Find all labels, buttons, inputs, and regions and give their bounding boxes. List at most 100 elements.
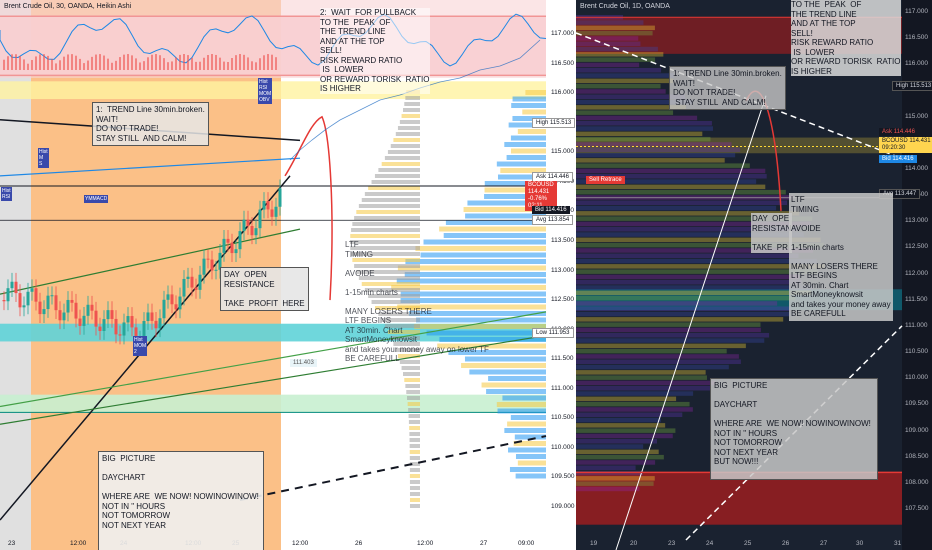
volume-profile-bar xyxy=(423,239,546,245)
daily-profile-bar xyxy=(576,189,786,195)
note-pullback-daily[interactable]: TO THE PEAK OF THE TREND LINE AND AT THE… xyxy=(791,0,901,76)
daily-profile-bar xyxy=(576,364,729,370)
price-axis-label-daily: 112.000 xyxy=(905,269,929,277)
candle-body xyxy=(86,304,90,316)
daily-profile-bar xyxy=(576,136,711,142)
daily-profile-bar xyxy=(576,386,711,391)
volume-profile-bar xyxy=(405,259,546,264)
session-profile-bar xyxy=(387,150,420,154)
volume-profile-bar xyxy=(465,213,546,219)
daily-low-zone xyxy=(576,472,902,525)
sell-retrace-tag: Sell Retrace xyxy=(586,176,625,184)
session-profile-bar xyxy=(399,360,420,364)
session-profile-bar xyxy=(364,288,420,292)
daily-profile-bar xyxy=(576,227,798,232)
daily-profile-bar xyxy=(576,423,666,428)
note-ltf[interactable]: LTF TIMING AVOIDE 1-15min charts MANY LO… xyxy=(345,240,489,363)
daily-profile-bar xyxy=(576,110,674,115)
daily-profile-bar xyxy=(576,205,777,211)
candle-body xyxy=(274,206,278,217)
session-profile-bar xyxy=(409,468,420,472)
session-profile-bar xyxy=(350,240,420,244)
daily-profile-bar xyxy=(576,174,767,179)
session-profile-bar xyxy=(397,126,420,130)
forecast-line xyxy=(289,39,541,161)
price-axis-label-daily: 109.000 xyxy=(905,426,929,434)
price-axis-label: 110.000 xyxy=(551,443,575,451)
volume-profile-bar xyxy=(469,369,546,375)
session-profile-bar xyxy=(371,180,420,184)
volume-profile-bar xyxy=(400,291,546,297)
chart-daily[interactable]: Brent Crude Oil, 1D, OANDA 117.000 116.50… xyxy=(576,0,932,550)
candle-body xyxy=(114,318,118,335)
note-big-picture-daily[interactable]: BIG PICTURE DAYCHART WHERE ARE WE NOW! N… xyxy=(710,378,878,480)
session-profile-bar xyxy=(381,162,420,166)
daily-profile-bar xyxy=(576,460,656,465)
candle-body xyxy=(54,295,58,311)
daily-profile-bar xyxy=(576,264,825,269)
price-axis-label: 116.500 xyxy=(551,59,575,67)
candle-body xyxy=(206,258,210,260)
chart-30min[interactable]: Brent Crude Oil, 30, OANDA, Heikin Ashi … xyxy=(0,0,576,550)
price-axis-label-daily: 108.000 xyxy=(905,478,929,486)
candle-body xyxy=(234,249,238,254)
volume-profile-bar xyxy=(484,194,546,199)
ma-line-3 xyxy=(0,228,301,295)
note-day-open[interactable]: DAY OPEN RESISTANCE TAKE PROFIT HERE xyxy=(220,267,309,311)
price-axis-label-daily: 110.500 xyxy=(905,348,929,356)
volume-profile-bar xyxy=(486,389,546,394)
daily-profile-bar xyxy=(576,20,644,25)
session-profile-bar xyxy=(409,432,420,436)
price-axis-label: 116.000 xyxy=(551,89,575,97)
candle-body xyxy=(278,188,282,207)
session-profile-bar xyxy=(403,108,420,112)
note-pullback[interactable]: 2: WAIT FOR PULLBACK TO THE PEAK OF THE … xyxy=(320,8,430,94)
session-profile-bar xyxy=(368,294,420,298)
candle-body xyxy=(238,231,242,250)
note-trendline[interactable]: 1: TREND Line 30min.broken. WAIT! DO NOT… xyxy=(92,102,209,146)
daily-profile-bar xyxy=(576,322,761,327)
volume-profile-bar xyxy=(391,285,546,290)
volume-profile-bar xyxy=(400,298,546,303)
candle-body xyxy=(242,219,246,232)
time-axis-label-daily: 25 xyxy=(744,540,752,547)
daily-profile-bar xyxy=(576,163,750,168)
candle-body xyxy=(162,299,166,319)
candle-body xyxy=(102,319,106,331)
candle-body xyxy=(22,305,26,308)
volume-profile-bar xyxy=(445,220,546,225)
candle-body xyxy=(186,276,190,279)
volume-profile-bar xyxy=(439,337,546,342)
volume-profile-bar xyxy=(508,122,546,128)
high-tag-daily: High 115.513 xyxy=(892,81,932,91)
symbol-title-daily: Brent Crude Oil, 1D, OANDA xyxy=(580,3,670,10)
candle-body xyxy=(182,278,186,297)
candle-body xyxy=(78,318,82,326)
note-trendline-daily[interactable]: 1: TREND Line 30min.broken. WAIT! DO NOT… xyxy=(669,66,786,110)
candle-body xyxy=(10,281,14,289)
candle-body xyxy=(214,269,218,271)
candle-body xyxy=(134,327,138,342)
volume-profile-bar xyxy=(513,441,546,446)
note-day-open-daily[interactable]: DAY OPE RESISTAN TAKE PR xyxy=(751,213,793,253)
volume-profile-bar xyxy=(408,311,546,316)
time-axis-label: 09:00 xyxy=(518,540,535,547)
volume-profile-bar xyxy=(507,421,546,427)
price-axis-label-daily: 109.500 xyxy=(905,400,929,408)
price-axis-label-daily: 111.000 xyxy=(905,321,928,329)
session-profile-bar xyxy=(358,276,420,280)
session-profile-bar xyxy=(387,330,420,334)
candle-body xyxy=(158,318,162,329)
time-axis-label: 12:00 xyxy=(292,540,309,547)
session-profile-bar xyxy=(384,324,420,328)
session-profile-bar xyxy=(408,420,420,424)
daily-yellow-zone xyxy=(576,137,902,154)
note-ltf-daily[interactable]: LTF TIMING AVOIDE 1-15min charts MANY LO… xyxy=(789,193,893,321)
volume-profile-bar xyxy=(396,278,546,284)
session-profile-bar xyxy=(406,390,420,394)
volume-profile-bar xyxy=(517,460,546,466)
session-profile-bar xyxy=(374,306,420,310)
daily-profile-bar xyxy=(576,401,690,407)
note-big-picture[interactable]: BIG PICTURE DAYCHART WHERE ARE WE NOW! N… xyxy=(98,451,264,550)
session-profile-bar xyxy=(409,456,420,460)
